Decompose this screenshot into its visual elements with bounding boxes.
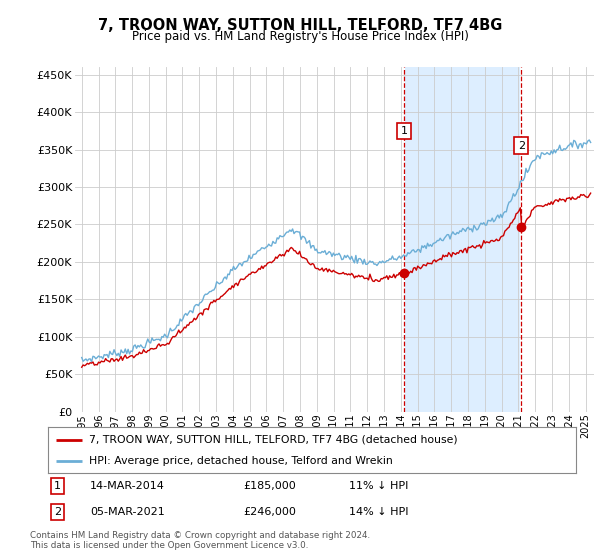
Text: 2: 2 xyxy=(518,141,525,151)
Text: 11% ↓ HPI: 11% ↓ HPI xyxy=(349,481,409,491)
Text: 7, TROON WAY, SUTTON HILL, TELFORD, TF7 4BG: 7, TROON WAY, SUTTON HILL, TELFORD, TF7 … xyxy=(98,18,502,33)
Text: 1: 1 xyxy=(54,481,61,491)
Text: HPI: Average price, detached house, Telford and Wrekin: HPI: Average price, detached house, Telf… xyxy=(89,456,393,466)
Text: Contains HM Land Registry data © Crown copyright and database right 2024.
This d: Contains HM Land Registry data © Crown c… xyxy=(30,531,370,550)
Text: 2: 2 xyxy=(54,507,61,517)
Text: 1: 1 xyxy=(401,126,408,136)
Text: 14-MAR-2014: 14-MAR-2014 xyxy=(90,481,165,491)
Text: 14% ↓ HPI: 14% ↓ HPI xyxy=(349,507,409,517)
Text: 7, TROON WAY, SUTTON HILL, TELFORD, TF7 4BG (detached house): 7, TROON WAY, SUTTON HILL, TELFORD, TF7 … xyxy=(89,435,458,445)
Text: £185,000: £185,000 xyxy=(244,481,296,491)
Text: Price paid vs. HM Land Registry's House Price Index (HPI): Price paid vs. HM Land Registry's House … xyxy=(131,30,469,43)
Text: 05-MAR-2021: 05-MAR-2021 xyxy=(90,507,165,517)
Text: £246,000: £246,000 xyxy=(244,507,296,517)
